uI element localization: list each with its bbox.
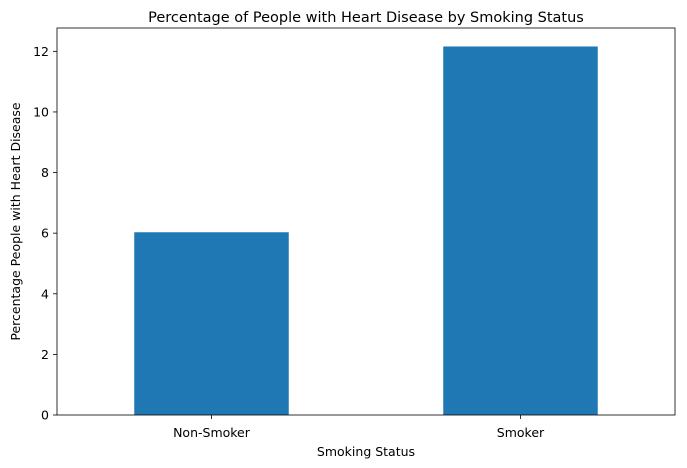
y-tick-label: 4 [41, 286, 49, 301]
y-tick-label: 10 [33, 104, 49, 119]
chart-title: Percentage of People with Heart Disease … [148, 10, 584, 26]
y-tick-label: 2 [41, 347, 49, 362]
bar-smoker [443, 46, 598, 415]
y-tick-label: 0 [41, 408, 49, 423]
y-axis-ticks: 0 2 4 6 8 10 12 [33, 44, 57, 423]
x-axis-label: Smoking Status [317, 444, 415, 459]
bars-group [134, 46, 598, 415]
y-tick-label: 6 [41, 226, 49, 241]
x-axis-ticks: Non-Smoker Smoker [173, 415, 545, 440]
y-tick-label: 8 [41, 165, 49, 180]
x-tick-label: Non-Smoker [173, 425, 251, 440]
y-axis-label: Percentage People with Heart Disease [8, 102, 23, 341]
bar-non-smoker [134, 232, 289, 415]
x-tick-label: Smoker [497, 425, 545, 440]
y-tick-label: 12 [33, 44, 49, 59]
plot-frame [56, 27, 676, 416]
